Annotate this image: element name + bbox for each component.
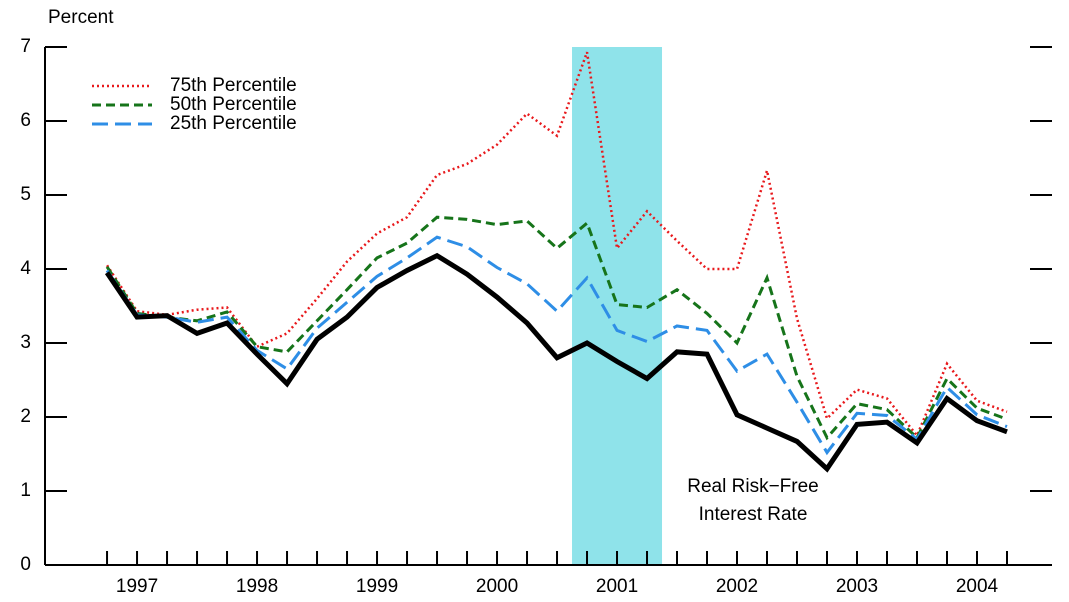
legend-label: 75th Percentile: [170, 75, 297, 96]
annotation: Interest Rate: [699, 504, 808, 525]
y-tick-label: 7: [20, 36, 31, 57]
y-tick-label: 3: [20, 332, 31, 353]
y-tick-label: 2: [20, 406, 31, 427]
x-tick-label: 2001: [596, 576, 638, 597]
series-line: [105, 235, 1008, 456]
y-tick-label: 6: [20, 110, 31, 131]
x-tick-label: 2000: [476, 576, 518, 597]
x-tick-label: 2003: [836, 576, 878, 597]
x-tick-label: 1999: [356, 576, 398, 597]
series-line: [105, 51, 1008, 438]
y-tick-label: 1: [20, 480, 31, 501]
legend-label: 25th Percentile: [170, 113, 297, 134]
x-tick-label: 1997: [116, 576, 158, 597]
annotation: Real Risk−Free: [687, 476, 818, 497]
y-tick-label: 4: [20, 258, 31, 279]
legend-label: 50th Percentile: [170, 94, 297, 115]
series-line: [105, 215, 1008, 441]
y-tick-label: 5: [20, 184, 31, 205]
series-line: [104, 252, 1008, 473]
x-tick-label: 2004: [956, 576, 999, 597]
y-tick-label: 0: [20, 554, 31, 575]
x-tick-label: 1998: [236, 576, 278, 597]
x-tick-label: 2002: [716, 576, 758, 597]
y-axis-label: Percent: [48, 7, 114, 28]
